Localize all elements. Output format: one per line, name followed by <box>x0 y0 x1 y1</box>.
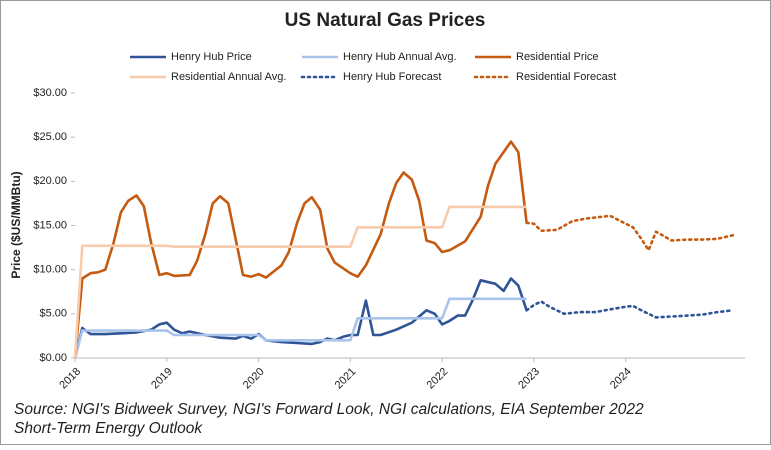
legend-label: Henry Hub Annual Avg. <box>343 51 457 63</box>
series-line <box>525 300 735 319</box>
legend-label: Residential Annual Avg. <box>171 71 286 83</box>
series-line <box>73 205 527 359</box>
y-tick-label: $5.00 <box>39 308 67 320</box>
y-tick-label: $20.00 <box>33 175 67 187</box>
series-line <box>525 214 735 252</box>
chart-title: US Natural Gas Prices <box>285 10 486 31</box>
y-tick-label: $10.00 <box>33 264 67 276</box>
y-axis-label: Price ($US/MMBtu) <box>9 171 23 278</box>
legend-label: Henry Hub Forecast <box>343 71 441 83</box>
source-note: Source: NGI's Bidweek Survey, NGI's Forw… <box>14 401 644 418</box>
legend-label: Henry Hub Price <box>171 51 252 63</box>
legend-label: Residential Forecast <box>516 71 616 83</box>
y-tick-label: $0.00 <box>39 352 67 364</box>
y-tick-label: $30.00 <box>33 87 67 99</box>
y-tick-label: $25.00 <box>33 131 67 143</box>
source-note: Short-Term Energy Outlook <box>14 420 203 437</box>
series-line <box>73 297 527 359</box>
y-tick-label: $15.00 <box>33 219 67 231</box>
series-line <box>73 140 528 359</box>
legend-label: Residential Price <box>516 51 599 63</box>
